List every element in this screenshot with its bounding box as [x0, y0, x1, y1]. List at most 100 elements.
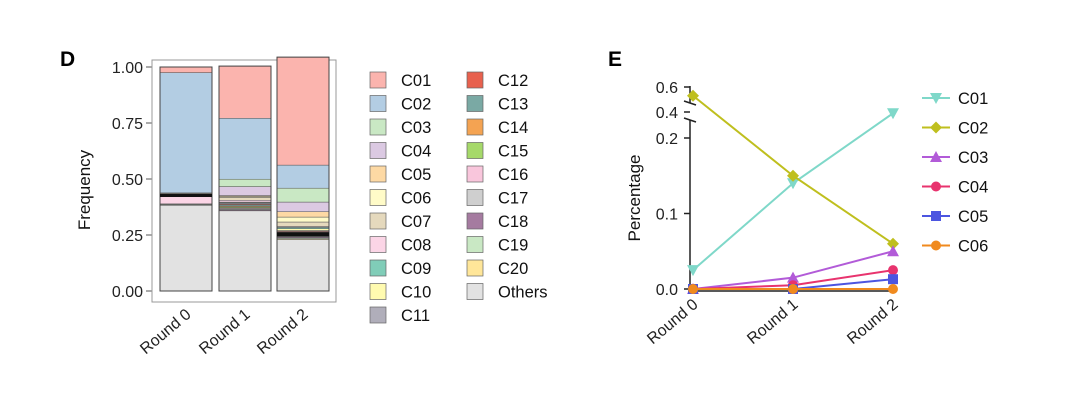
- legend-swatch-c10: [369, 283, 387, 300]
- panel-e-label: E: [608, 48, 622, 71]
- legend-swatch-c20: [466, 259, 484, 277]
- panel-d-legend: C01 C02 C03 C04 C05 C06 C07 C08 C09 C10 C11 C12 C13 C…: [369, 71, 548, 325]
- panel-e-axis-break-mark: [683, 117, 697, 123]
- bar-outline-round-1: [218, 65, 272, 292]
- panel-e-ytick-label: 0.1: [656, 207, 678, 224]
- panel-d-ylabel: Frequency: [75, 149, 94, 230]
- bar-segment-c01-round-0: [159, 66, 213, 73]
- bar-accent-band-round-0: [160, 194, 212, 198]
- legend-marker-c04: [931, 181, 941, 192]
- panel-d-ytick-label: 1.00: [112, 60, 143, 77]
- legend-marker-c02: [930, 121, 942, 134]
- panel-e-legend: C01 C02 C03 C04 C05 C06: [922, 90, 988, 256]
- panel-e-ytick-label: 0.0: [656, 282, 678, 299]
- panel-d-ytick-label: 0.00: [112, 284, 143, 301]
- legend-swatch-c14: [466, 118, 484, 136]
- legend-label-c02: C02: [401, 96, 431, 114]
- panel-d-xtick-round-0: Round 0: [137, 306, 194, 358]
- legend-label-c03: C03: [401, 119, 431, 137]
- legend-label-c05: C05: [401, 166, 431, 184]
- point-c02-round-0: [687, 89, 699, 102]
- legend-swatch-c02: [369, 95, 387, 112]
- legend-label-c01: C01: [401, 72, 431, 90]
- point-c04-round-2: [888, 265, 898, 276]
- point-c06-round-1: [788, 284, 798, 294]
- panel-d-xtick-round-2: Round 2: [254, 306, 311, 358]
- legend-swatch-c06: [369, 189, 387, 206]
- point-c03-round-1: [787, 271, 799, 283]
- bar-segment-c04-round-1: [218, 186, 272, 196]
- panel-e-xtick-round-0: Round 0: [644, 296, 701, 348]
- legend-label-c16: C16: [498, 166, 528, 184]
- legend-label-c10: C10: [401, 284, 431, 302]
- legend-label-c14: C14: [498, 119, 528, 137]
- panel-d-ytick-label: 0.75: [112, 116, 143, 133]
- legend-label-c04: C04: [958, 179, 988, 197]
- legend-label-c03: C03: [958, 149, 988, 167]
- panel-d-y-axis: 0.00 0.25 0.50 0.75 1.00: [112, 60, 152, 301]
- bar-outline-round-0: [159, 66, 213, 292]
- legend-label-c18: C18: [498, 213, 528, 231]
- point-c01-round-0: [687, 265, 699, 277]
- bar-segment-c07-round-2: [276, 221, 330, 227]
- panel-e-xtick-round-1: Round 1: [744, 296, 801, 348]
- point-c01-round-2: [887, 108, 899, 120]
- point-c06-round-2: [888, 284, 898, 294]
- panel-e-lines: [687, 89, 899, 294]
- legend-swatch-c16: [466, 165, 484, 183]
- legend-swatch-c05: [369, 165, 387, 183]
- panel-e-ytick-label: 0.2: [656, 131, 678, 148]
- bar-segment-others-round-2: [276, 239, 330, 292]
- legend-label-c12: C12: [498, 72, 528, 90]
- bar-segment-others-round-1: [218, 210, 272, 292]
- legend-label-others: Others: [498, 284, 548, 302]
- panel-e-ytick-label: 0.6: [656, 80, 678, 97]
- panel-e-ytick-label: 0.4: [656, 105, 678, 122]
- legend-label-c17: C17: [498, 190, 528, 208]
- point-c01-round-1: [787, 178, 799, 190]
- panel-e-ylabel: Percentage: [625, 155, 644, 242]
- bar-segment-c07-round-1: [218, 197, 272, 201]
- panel-e: E Percentage 0.0 0.1 0.2 0.4 0.6 Round 0 Roun…: [608, 48, 988, 348]
- bar-segment-c06-round-2: [276, 216, 330, 223]
- legend-label-c19: C19: [498, 237, 528, 255]
- legend-label-c08: C08: [401, 237, 431, 255]
- point-c02-round-2: [887, 237, 899, 250]
- legend-label-c01: C01: [958, 90, 988, 108]
- point-c02-round-1: [787, 169, 799, 182]
- bar-segment-c08-round-1: [218, 200, 272, 203]
- legend-swatch-c07: [369, 212, 387, 230]
- panel-d-x-axis: Round 0 Round 1 Round 2: [137, 306, 311, 358]
- bar-segment-c02-round-1: [218, 118, 272, 180]
- legend-marker-c05: [931, 211, 941, 221]
- legend-swatch-c09: [369, 259, 387, 277]
- bar-segment-c03-round-1: [218, 178, 272, 187]
- legend-swatch-c19: [466, 236, 484, 253]
- bar-segment-c02-round-2: [276, 164, 330, 189]
- legend-label-c20: C20: [498, 260, 528, 278]
- legend-label-c06: C06: [958, 238, 988, 256]
- panel-d-ytick-label: 0.50: [112, 172, 143, 189]
- legend-swatch-c04: [369, 142, 387, 159]
- bar-segment-c05-round-2: [276, 211, 330, 218]
- legend-swatch-c15: [466, 142, 484, 159]
- legend-label-c11: C11: [401, 307, 430, 325]
- legend-label-c15: C15: [498, 143, 528, 161]
- legend-swatch-c01: [369, 71, 387, 89]
- panel-d-label: D: [60, 48, 75, 71]
- bar-segment-others-round-0: [159, 204, 213, 292]
- panel-e-x-axis: Round 0 Round 1 Round 2: [644, 296, 901, 348]
- panel-e-axis-break-mark: [683, 100, 697, 106]
- panel-d-ytick-label: 0.25: [112, 228, 143, 245]
- legend-marker-c03: [930, 151, 942, 162]
- legend-label-c04: C04: [401, 143, 431, 161]
- legend-label-c02: C02: [958, 120, 988, 138]
- legend-swatch-others: [466, 283, 484, 300]
- legend-swatch-c13: [466, 95, 484, 112]
- legend-label-c07: C07: [401, 213, 431, 231]
- bar-segment-c04-round-2: [276, 201, 330, 212]
- bar-segment-c01-round-2: [276, 56, 330, 166]
- bar-outline-round-2: [276, 56, 330, 292]
- legend-swatch-c18: [466, 212, 484, 230]
- panel-d-bars: [159, 56, 330, 292]
